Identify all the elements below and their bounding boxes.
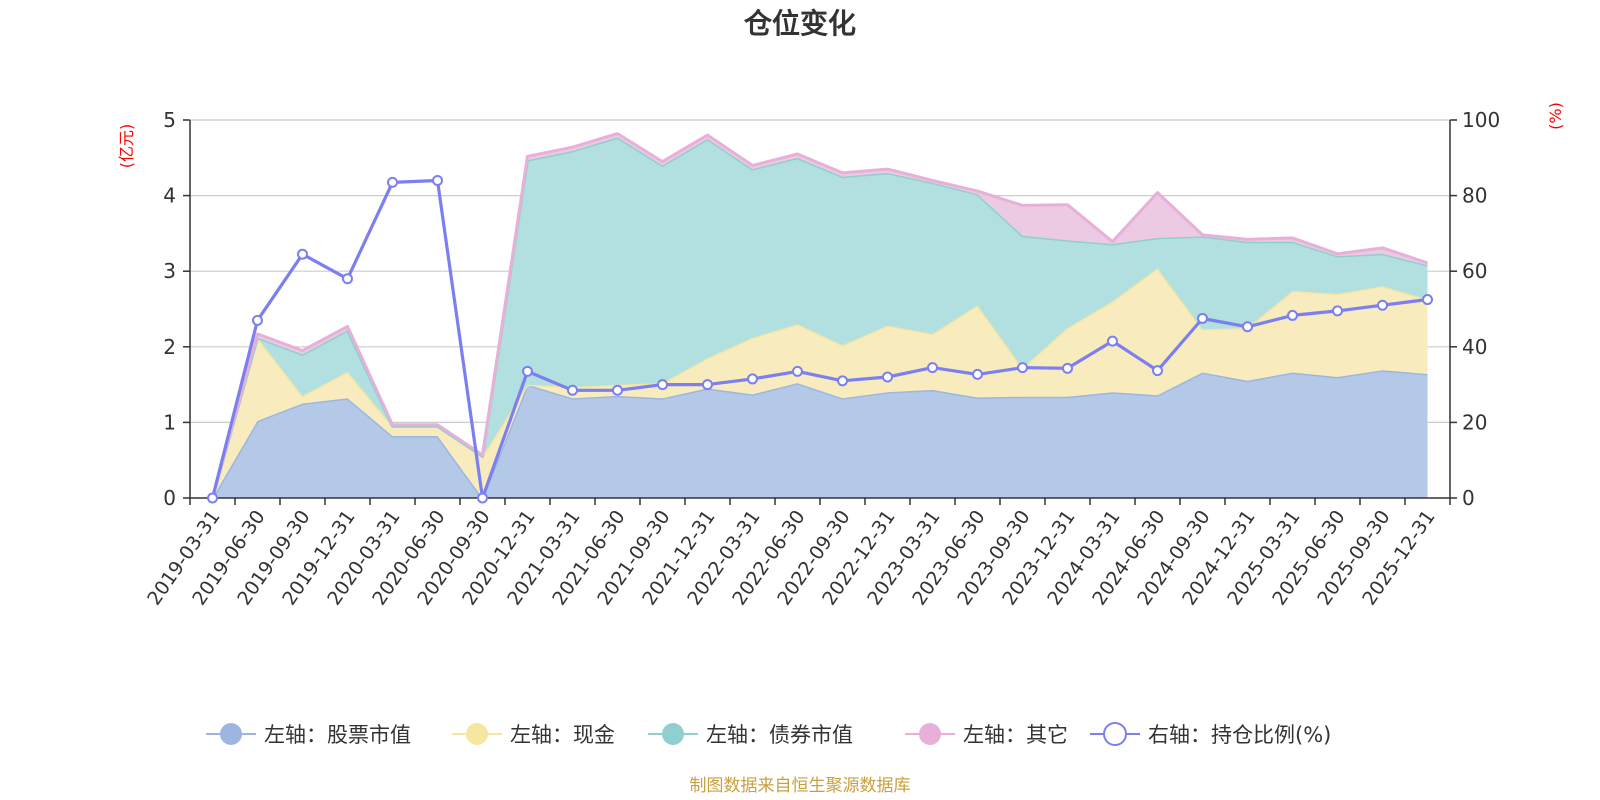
ratio-point xyxy=(297,248,308,260)
area-fill-左轴：股票市值 xyxy=(212,370,1428,498)
ratio-point xyxy=(252,314,263,326)
right-axis-unit: (%) xyxy=(1546,102,1565,130)
area-fill-左轴：现金 xyxy=(212,268,1428,498)
right-tick-label: 60 xyxy=(1462,259,1487,283)
ratio-point xyxy=(657,379,668,391)
left-tick-label: 0 xyxy=(163,486,176,510)
data-source-note: 制图数据来自恒生聚源数据库 xyxy=(690,776,911,796)
ratio-point xyxy=(1062,362,1073,374)
legend-swatch-dot xyxy=(220,723,242,745)
legend-label: 左轴：债券市值 xyxy=(706,723,853,747)
ratio-line xyxy=(210,178,1428,500)
ratio-point xyxy=(1197,312,1208,324)
ratio-point xyxy=(522,365,533,377)
right-tick-label: 40 xyxy=(1462,335,1487,359)
legend-item: 左轴：股票市值 xyxy=(206,723,411,747)
right-tick-label: 80 xyxy=(1462,184,1487,208)
ratio-point xyxy=(432,174,443,186)
left-tick-label: 1 xyxy=(163,410,176,434)
ratio-point xyxy=(1377,299,1388,311)
legend-swatch-dot xyxy=(466,723,488,745)
ratio-point xyxy=(882,371,893,383)
ratio-point xyxy=(927,362,938,374)
left-tick-label: 2 xyxy=(163,335,176,359)
chart-title: 仓位变化 xyxy=(744,7,856,40)
area-series xyxy=(211,132,1428,500)
legend-item: 右轴：持仓比例(%) xyxy=(1090,722,1331,747)
ratio-point xyxy=(1242,321,1253,333)
left-tick-label: 5 xyxy=(163,108,176,132)
right-tick-label: 20 xyxy=(1462,410,1487,434)
legend: 左轴：股票市值 左轴：现金 左轴：债券市值 左轴：其它 右轴：持仓比例(%) xyxy=(206,722,1331,747)
legend-swatch-ring xyxy=(1103,722,1127,746)
right-tick-label: 100 xyxy=(1462,108,1500,132)
right-tick-label: 0 xyxy=(1462,486,1475,510)
ratio-point xyxy=(477,492,488,504)
left-axis-unit: (亿元) xyxy=(117,124,136,169)
legend-item: 左轴：债券市值 xyxy=(648,723,853,747)
ratio-point xyxy=(1332,305,1343,317)
ratio-point xyxy=(1107,335,1118,347)
left-tick-label: 3 xyxy=(163,259,176,283)
left-tick-label: 4 xyxy=(163,184,176,208)
ratio-point xyxy=(567,384,578,396)
ratio-point xyxy=(972,368,983,380)
ratio-point xyxy=(702,379,713,391)
ratio-point xyxy=(387,176,398,188)
legend-label: 右轴：持仓比例(%) xyxy=(1148,723,1331,747)
legend-item: 左轴：现金 xyxy=(452,723,615,747)
ratio-point xyxy=(792,365,803,377)
ratio-point xyxy=(342,273,353,285)
area-fill-左轴：债券市值 xyxy=(212,137,1428,498)
ratio-point xyxy=(1287,309,1298,321)
legend-label: 左轴：其它 xyxy=(963,723,1068,747)
legend-label: 左轴：股票市值 xyxy=(264,723,411,747)
ratio-point xyxy=(1017,362,1028,374)
legend-swatch-dot xyxy=(662,723,684,745)
legend-label: 左轴：现金 xyxy=(510,723,615,747)
ratio-point xyxy=(837,375,848,387)
ratio-point xyxy=(1152,365,1163,377)
legend-item: 左轴：其它 xyxy=(905,723,1068,747)
ratio-point xyxy=(207,492,218,504)
ratio-point xyxy=(612,384,623,396)
ratio-point xyxy=(1422,294,1433,306)
ratio-point xyxy=(747,373,758,385)
area-edge-左轴：其它 xyxy=(211,132,1428,499)
legend-swatch-dot xyxy=(919,723,941,745)
position-ratio-series xyxy=(207,174,1433,504)
